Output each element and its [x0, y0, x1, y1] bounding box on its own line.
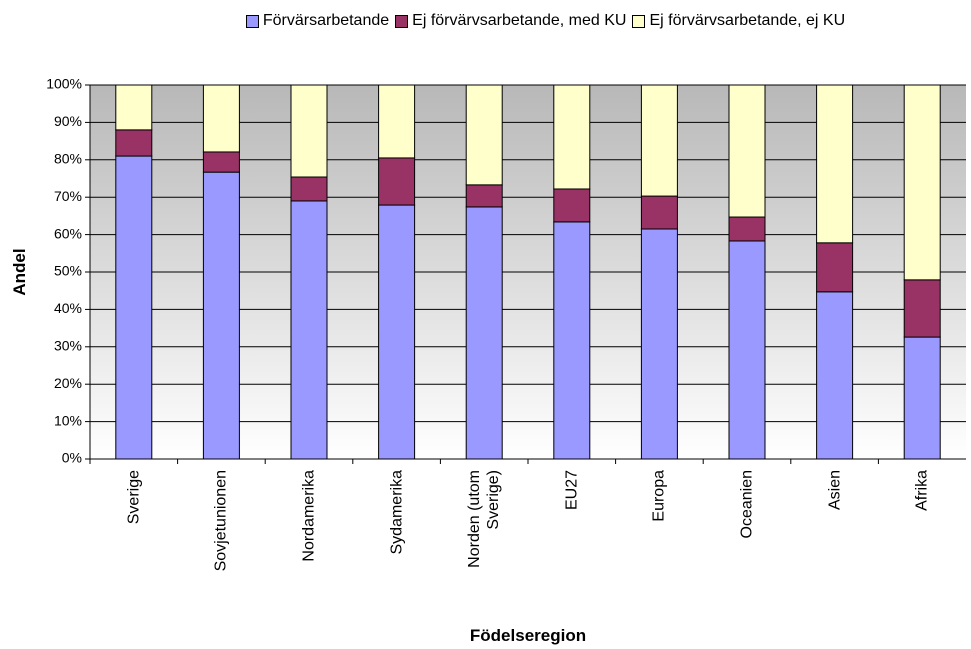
y-tick-label: 40%	[54, 300, 82, 316]
bar-segment	[378, 157, 416, 206]
bar-segment	[553, 221, 591, 460]
bar-segment	[553, 84, 591, 190]
y-tick-label: 30%	[54, 338, 82, 354]
x-tick-label: EU27	[563, 470, 581, 511]
x-tick-label: Afrika	[913, 470, 931, 511]
x-axis-title: Födelseregion	[469, 626, 587, 645]
y-tick-label: 10%	[54, 412, 82, 428]
bar-segment	[640, 84, 678, 197]
bar-segment	[290, 84, 328, 178]
x-tick-label: Sverige	[125, 470, 143, 525]
x-tick-label: Oceanien	[738, 470, 756, 539]
legend-item: Ej förvärvsarbetande, med KU	[395, 12, 626, 30]
bar-segment	[903, 84, 941, 281]
y-tick-label: 80%	[54, 151, 82, 167]
bar-segment	[903, 279, 941, 338]
y-tick-label: 0%	[62, 450, 82, 466]
bar-segment	[728, 216, 766, 242]
y-tick-label: 100%	[46, 76, 82, 92]
x-tick-label: Sydamerika	[388, 470, 406, 555]
bar-segment	[640, 228, 678, 460]
bar-segment	[378, 84, 416, 159]
bar-segment	[465, 84, 503, 186]
legend-label: Ej förvärvsarbetande, med KU	[412, 12, 627, 29]
bar-segment	[202, 84, 240, 153]
bar-segment	[553, 188, 591, 223]
bar-segment	[290, 176, 328, 202]
legend-label: Förvärsarbetande	[262, 12, 390, 29]
bar-segment	[465, 184, 503, 208]
x-tick-label: Europa	[650, 470, 668, 522]
bar-segment	[115, 129, 153, 157]
y-tick-label: 70%	[54, 188, 82, 204]
bar-segment	[202, 171, 240, 460]
bar-segment	[115, 155, 153, 460]
x-tick-label: Asien	[826, 470, 844, 511]
y-tick-label: 20%	[54, 375, 82, 391]
bar-segment	[728, 240, 766, 460]
y-tick-label: 50%	[54, 263, 82, 279]
bar-segment	[728, 84, 766, 218]
bar-segment	[816, 291, 854, 460]
legend-swatch	[245, 14, 259, 28]
x-tick-label: Nordamerika	[300, 470, 318, 562]
legend-item: Förvärsarbetande	[245, 12, 390, 30]
legend-item: Ej förvärvsarbetande, ej KU	[632, 12, 845, 30]
bar-segment	[378, 204, 416, 460]
bar-segment	[640, 195, 678, 230]
bar-segment	[202, 151, 240, 173]
bar-segment	[465, 206, 503, 460]
bar-segment	[903, 336, 941, 460]
y-tick-label: 60%	[54, 225, 82, 241]
bar-segment	[115, 84, 153, 131]
x-tick-label: Sovjetunionen	[212, 470, 230, 572]
legend-label: Ej förvärvsarbetande, ej KU	[649, 12, 846, 29]
bar-segment	[290, 200, 328, 460]
y-tick-label: 90%	[54, 113, 82, 129]
legend-swatch	[395, 14, 409, 28]
x-tick-label: Norden (utom Sverige)	[466, 470, 503, 568]
y-axis-title: Andel	[10, 248, 29, 296]
bar-segment	[816, 242, 854, 293]
legend-swatch	[632, 14, 646, 28]
bar-segment	[816, 84, 854, 244]
legend: Förvärsarbetande Ej förvärvsarbetande, me…	[0, 12, 971, 30]
